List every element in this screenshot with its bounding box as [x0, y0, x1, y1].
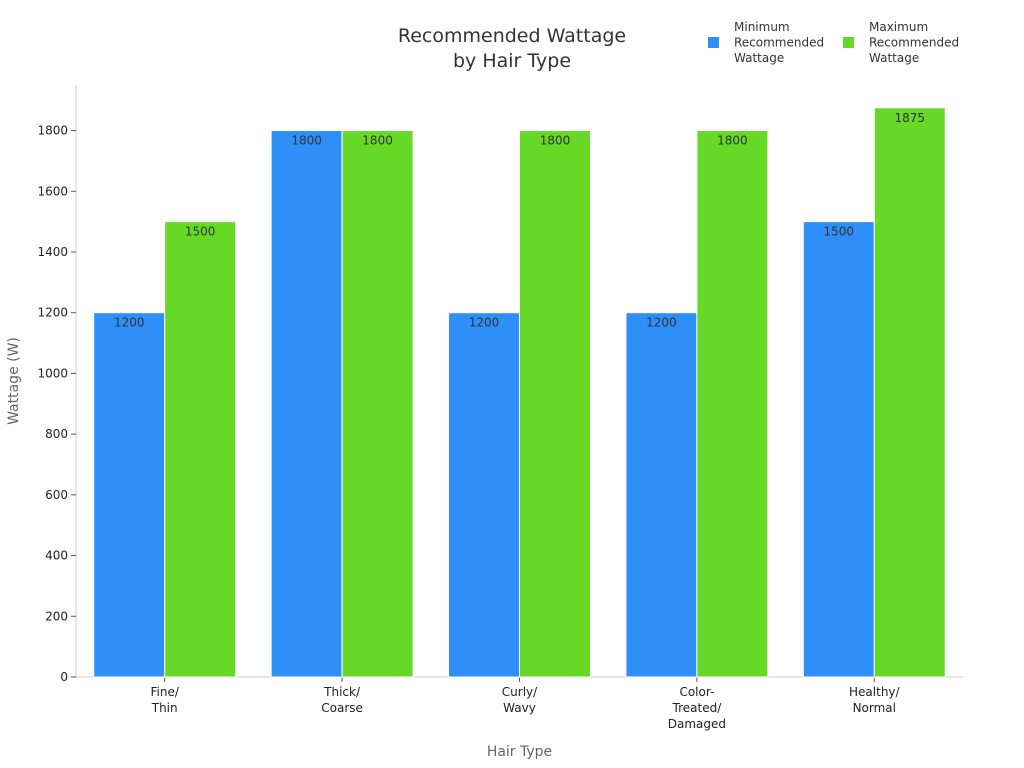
bar	[448, 312, 521, 678]
legend-label-line: Minimum	[734, 20, 790, 34]
data-label: 1800	[362, 134, 393, 148]
y-tick-label: 1400	[37, 245, 68, 259]
x-tick-label-line: Thick/	[323, 685, 361, 699]
legend-label-line: Maximum	[869, 20, 928, 34]
legend-swatch	[708, 37, 719, 48]
data-label: 1200	[114, 316, 145, 330]
x-tick-label-line: Curly/	[502, 685, 538, 699]
chart-title-text-line: Recommended Wattage	[398, 25, 626, 47]
data-label: 1200	[469, 316, 500, 330]
legend-swatch	[843, 37, 854, 48]
bar	[270, 130, 343, 678]
chart-title-text: Recommended Wattage by Hair Type	[398, 25, 626, 72]
x-tick-label-line: Healthy/	[849, 685, 901, 699]
x-tick-label-line: Color-	[679, 685, 714, 699]
y-tick-label: 800	[45, 427, 68, 441]
chart-title-text-line: by Hair Type	[453, 50, 571, 72]
chart-title: Recommended Wattage by Hair Type	[398, 25, 626, 72]
legend-label-line: Wattage	[734, 51, 784, 65]
x-tick-label-line: Wavy	[503, 701, 536, 715]
y-tick-label: 0	[60, 670, 68, 684]
y-tick-label: 1800	[37, 124, 68, 138]
bar	[873, 107, 946, 678]
bar	[625, 312, 698, 678]
data-label: 1875	[895, 111, 926, 125]
y-tick-label: 1600	[37, 184, 68, 198]
data-label: 1500	[185, 225, 216, 239]
x-tick-label: Healthy/Normal	[849, 685, 901, 715]
x-tick-label: Curly/Wavy	[502, 685, 538, 715]
bar	[164, 221, 237, 678]
data-labels: 1200 1500 1800 1800 1200 1800 1200 1800 1500 1875	[114, 111, 925, 330]
legend-label: Maximum Recommended Wattage	[869, 20, 959, 65]
y-axis-title: Wattage (W)	[6, 337, 22, 425]
x-tick-label-line: Coarse	[321, 701, 363, 715]
bar	[93, 312, 166, 678]
x-tick-label: Color- Treated/Damaged	[668, 685, 726, 731]
legend-label-line: Recommended	[869, 36, 959, 50]
x-tick-label-line: Thin	[151, 701, 178, 715]
y-tick-label: 1200	[37, 306, 68, 320]
x-tick-label-line: Treated/	[672, 701, 723, 715]
x-tick-label: Fine/Thin	[150, 685, 179, 715]
x-tick-label-line: Fine/	[150, 685, 179, 699]
y-tick-label: 1000	[37, 366, 68, 380]
bar	[696, 130, 769, 678]
data-label: 1500	[824, 225, 855, 239]
bar	[519, 130, 591, 678]
bars	[93, 107, 946, 678]
y-tick-label: 600	[45, 488, 68, 502]
data-label: 1800	[291, 134, 322, 148]
x-tick-label-line: Normal	[853, 701, 896, 715]
x-tick-label-line: Damaged	[668, 717, 726, 731]
data-label: 1800	[540, 134, 571, 148]
bar	[341, 130, 414, 678]
x-tick-label: Thick/Coarse	[321, 685, 363, 715]
data-label: 1800	[717, 134, 748, 148]
legend-label-line: Recommended	[734, 36, 824, 50]
data-label: 1200	[646, 316, 677, 330]
y-tick-label: 400	[45, 549, 68, 563]
axes: 0 200 400 600 800 1000 1200 1400 1600 1800 Hair Ty…	[6, 85, 963, 760]
y-tick-label: 200	[45, 609, 68, 623]
legend-label-line: Wattage	[869, 51, 919, 65]
bar	[802, 221, 875, 678]
x-axis-title: Hair Type	[487, 744, 552, 760]
legend-label: Minimum Recommended Wattage	[734, 20, 824, 65]
